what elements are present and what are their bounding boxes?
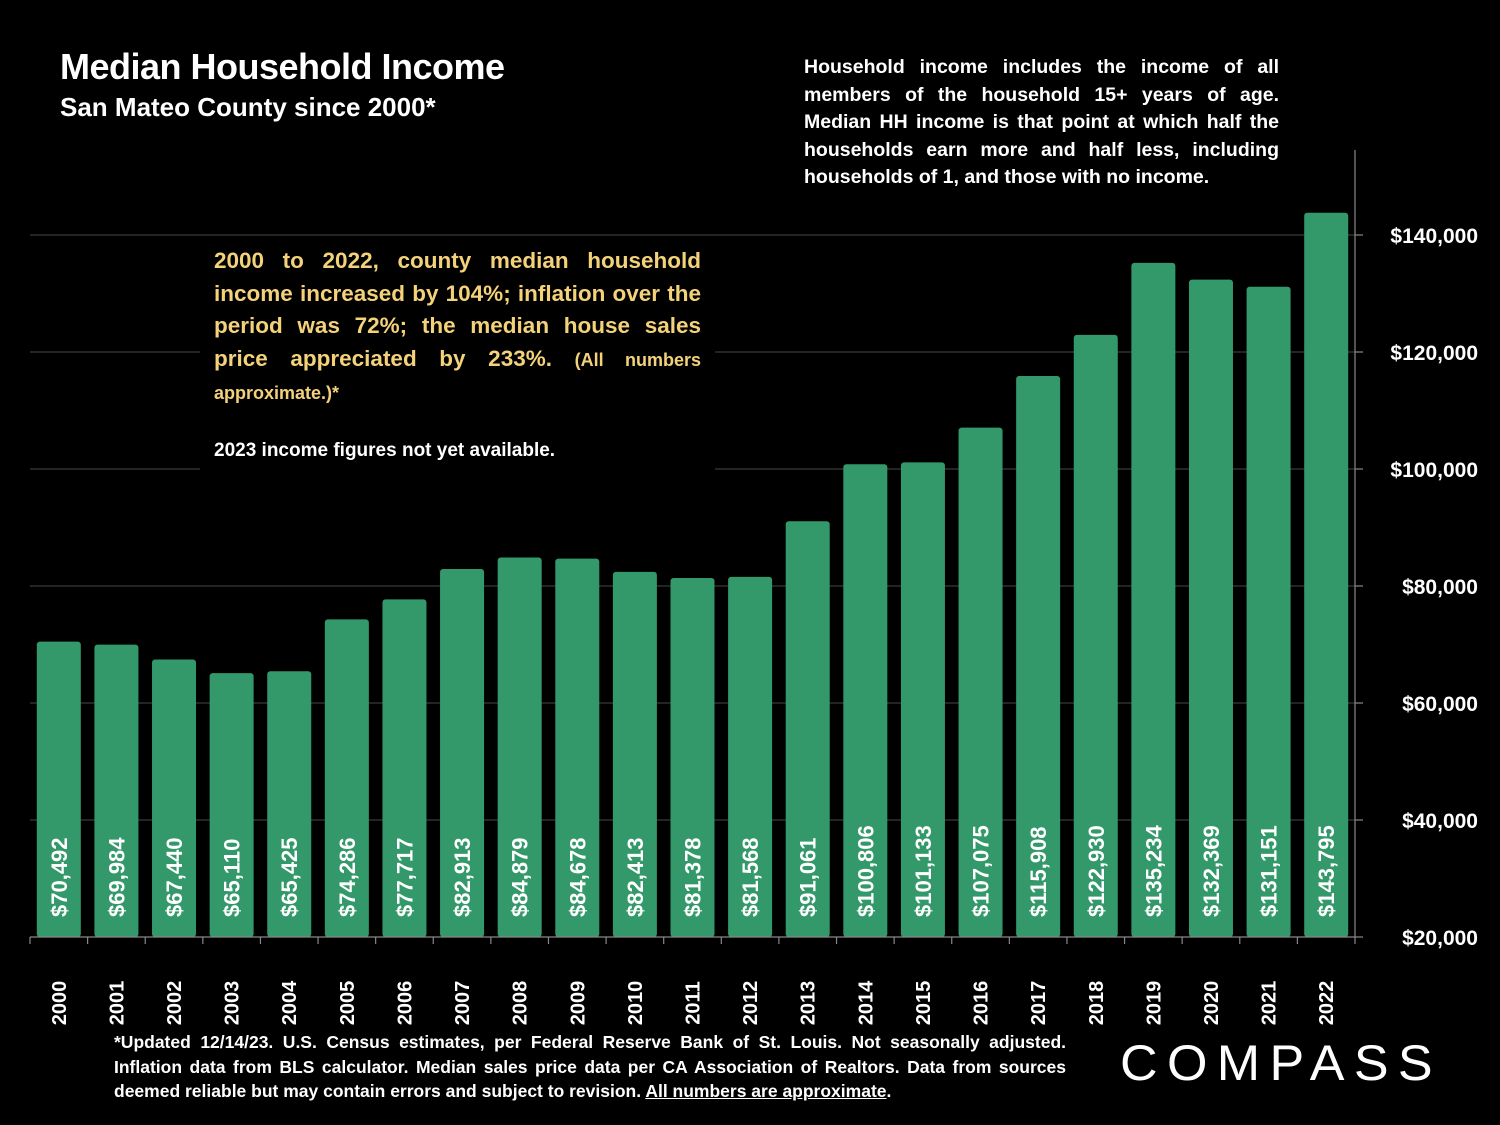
- x-tick-label: 2003: [222, 981, 244, 1026]
- bar: [267, 671, 312, 937]
- footnote-text: *Updated 12/14/23. U.S. Census estimates…: [114, 1032, 1066, 1101]
- bar: [670, 577, 715, 937]
- bar-value-label: $84,879: [508, 837, 533, 917]
- x-tick-label: 2020: [1201, 981, 1223, 1026]
- bar: [1246, 286, 1291, 937]
- x-tick-label: 2015: [913, 981, 935, 1026]
- bar: [440, 568, 485, 937]
- callout-note: 2023 income figures not yet available.: [214, 439, 556, 461]
- bar-value-label: $65,425: [277, 837, 302, 917]
- bar: [1016, 375, 1061, 937]
- bar-value-label: $115,908: [1026, 826, 1051, 917]
- chart-subtitle: San Mateo County since 2000*: [60, 92, 436, 122]
- bar-value-label: $77,717: [392, 837, 417, 917]
- x-tick-label: 2007: [452, 981, 474, 1026]
- x-tick-label: 2010: [625, 981, 647, 1026]
- bar-value-label: $81,568: [738, 837, 763, 917]
- bar: [612, 571, 657, 937]
- x-tick-label: 2008: [510, 981, 532, 1026]
- bar-value-label: $101,133: [911, 825, 936, 917]
- x-tick-label: 2014: [855, 980, 877, 1025]
- x-tick-label: 2013: [798, 981, 820, 1026]
- x-tick-label: 2001: [106, 981, 128, 1026]
- x-tick-label: 2012: [740, 981, 762, 1026]
- bar: [324, 619, 369, 937]
- footnote: *Updated 12/14/23. U.S. Census estimates…: [114, 1030, 1066, 1104]
- footnote-underlined: All numbers are approximate: [645, 1081, 887, 1101]
- bar-value-label: $100,806: [853, 825, 878, 917]
- callout-box: 2000 to 2022, county median household in…: [200, 240, 715, 472]
- bar-value-label: $122,930: [1084, 825, 1109, 917]
- bar: [152, 659, 197, 937]
- bar-value-label: $70,492: [47, 837, 72, 917]
- chart-title: Median Household Income: [60, 46, 505, 87]
- bar-value-label: $81,378: [681, 837, 706, 917]
- callout-text: 2000 to 2022, county median household in…: [214, 245, 701, 410]
- bar: [728, 576, 773, 937]
- y-tick-label: $40,000: [1402, 810, 1478, 833]
- bar-value-label: $65,110: [220, 839, 245, 917]
- bar: [785, 521, 830, 937]
- bar: [1304, 212, 1349, 937]
- y-tick-label: $140,000: [1390, 225, 1478, 248]
- y-tick-label: $100,000: [1390, 459, 1478, 482]
- bar-value-label: $84,678: [565, 837, 590, 917]
- bar: [1188, 279, 1233, 937]
- x-tick-label: 2011: [683, 981, 705, 1024]
- compass-logo: COMPASS: [1120, 1035, 1442, 1091]
- bar-value-label: $91,061: [796, 837, 821, 917]
- compass-logo-text: COMPASS: [1120, 1035, 1442, 1091]
- y-tick-label: $60,000: [1402, 693, 1478, 716]
- x-tick-label: 2022: [1316, 981, 1338, 1026]
- callout-main-text: 2000 to 2022, county median household in…: [214, 248, 701, 371]
- x-tick-label: 2018: [1086, 981, 1108, 1026]
- bar: [555, 558, 600, 937]
- x-tick-label: 2002: [164, 981, 186, 1026]
- bar-value-label: $143,795: [1314, 825, 1339, 917]
- bar-value-label: $107,075: [969, 825, 994, 917]
- bar-value-label: $132,369: [1199, 825, 1224, 917]
- x-tick-label: 2021: [1259, 981, 1281, 1026]
- bar-value-label: $69,984: [104, 837, 129, 917]
- bar: [36, 641, 81, 937]
- x-tick-label: 2017: [1028, 981, 1050, 1026]
- bar: [1073, 334, 1118, 937]
- axes: $20,000 $40,000 $60,000 $80,000 $100,000 $120…: [29, 150, 1478, 1026]
- callout-small-text: (All numbers approximate.)*: [214, 349, 701, 404]
- bar: [382, 599, 427, 937]
- bar: [1131, 262, 1176, 937]
- bar-value-label: $82,913: [450, 837, 475, 917]
- x-tick-label: 2009: [567, 981, 589, 1026]
- bar: [94, 644, 139, 937]
- bar-value-label: $135,234: [1141, 824, 1166, 917]
- x-tick-label: 2005: [337, 981, 359, 1026]
- x-tick-label: 2000: [49, 981, 71, 1026]
- y-tick-label: $80,000: [1402, 576, 1478, 599]
- bar: [209, 673, 254, 937]
- bar-value-label: $67,440: [162, 837, 187, 917]
- bar: [900, 462, 945, 937]
- bar: [843, 464, 888, 937]
- x-tick-label: 2016: [971, 981, 993, 1026]
- bar-value-label: $82,413: [623, 837, 648, 917]
- x-tick-label: 2004: [279, 980, 301, 1025]
- y-tick-label: $120,000: [1390, 342, 1478, 365]
- bar-value-label: $131,151: [1257, 825, 1282, 917]
- x-tick-label: 2006: [394, 981, 416, 1026]
- x-tick-label: 2019: [1143, 981, 1165, 1026]
- bar: [497, 557, 542, 937]
- bars: $70,492 $69,984 $67,440 $65,110 $65,425 $74,2…: [36, 212, 1349, 937]
- bar-value-label: $74,286: [335, 837, 360, 917]
- bar: [958, 427, 1003, 937]
- footnote-end: .: [886, 1081, 892, 1101]
- y-tick-label: $20,000: [1402, 927, 1478, 950]
- definition-note: Household income includes the income of …: [804, 56, 1279, 188]
